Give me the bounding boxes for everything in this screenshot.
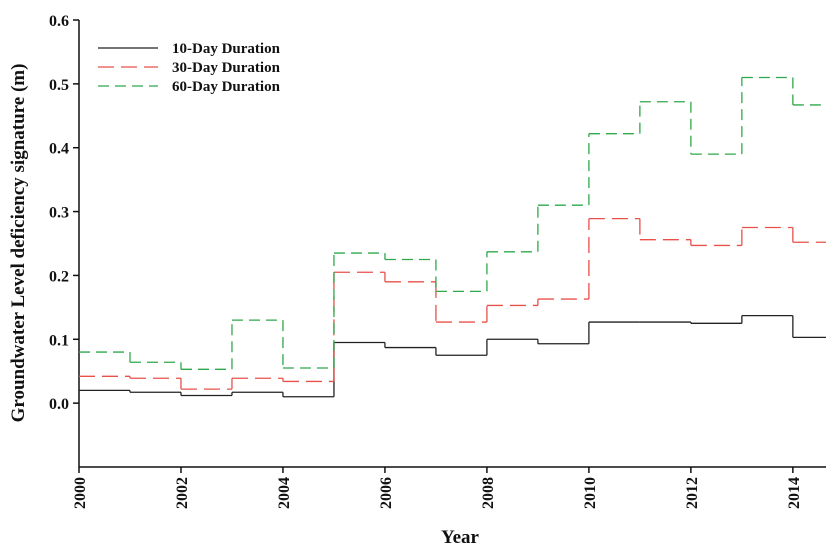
legend-label: 10-Day Duration bbox=[172, 41, 281, 57]
x-tick-label: 2012 bbox=[684, 477, 701, 509]
x-tick-label: 2000 bbox=[72, 477, 89, 509]
y-tick-label: 0.4 bbox=[49, 141, 69, 158]
x-tick-label: 2010 bbox=[582, 477, 599, 509]
y-tick-label: 0.1 bbox=[49, 332, 69, 349]
y-axis-title: Groundwater Level deficiency signature (… bbox=[8, 64, 29, 423]
y-tick-label: 0.5 bbox=[49, 77, 69, 94]
x-tick-label: 2002 bbox=[174, 477, 191, 509]
y-tick-label: 0.6 bbox=[49, 13, 69, 30]
x-tick-label: 2006 bbox=[378, 477, 395, 509]
y-tick-label: 0.2 bbox=[49, 268, 69, 285]
x-tick-label: 2008 bbox=[480, 477, 497, 509]
legend-label: 30-Day Duration bbox=[172, 60, 281, 76]
x-axis-title: Year bbox=[441, 527, 480, 548]
x-tick-label: 2014 bbox=[786, 477, 803, 509]
y-tick-label: 0.0 bbox=[49, 396, 69, 413]
legend-label: 60-Day Duration bbox=[172, 79, 281, 95]
x-tick-label: 2004 bbox=[276, 477, 293, 509]
y-tick-label: 0.3 bbox=[49, 205, 69, 222]
